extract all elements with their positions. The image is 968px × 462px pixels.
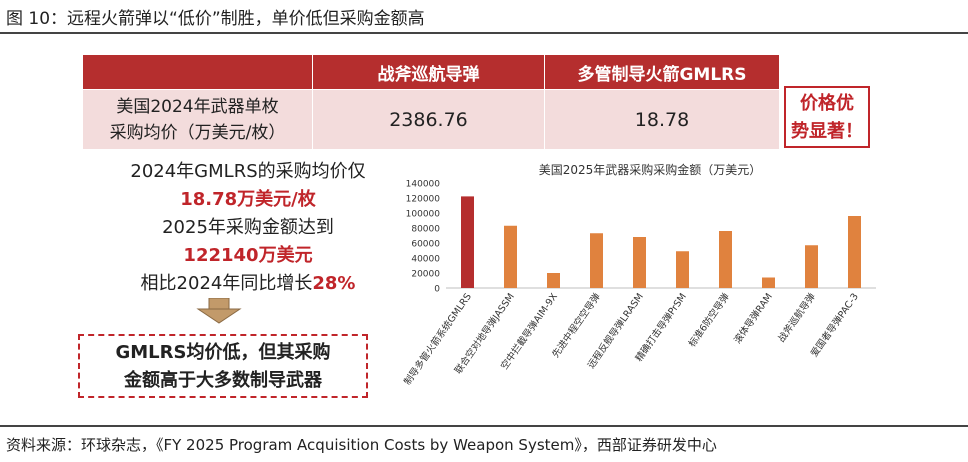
- y-tick-label: 20000: [411, 270, 440, 280]
- y-tick-label: 40000: [411, 255, 440, 265]
- y-tick-label: 140000: [406, 180, 441, 190]
- y-tick-label: 120000: [406, 195, 441, 205]
- bar: [848, 216, 861, 288]
- y-axis: 0 20000 40000 60000 80000 100000 120000 140000: [406, 180, 876, 295]
- conclusion-box: GMLRS均价低，但其采购 金额高于大多数制导武器: [78, 334, 368, 398]
- bars-group: [461, 196, 861, 288]
- bar: [762, 277, 775, 288]
- table-row-label: 美国2024年武器单枚 采购均价（万美元/枚）: [82, 89, 313, 150]
- summary-line3: 2025年采购金额达到: [162, 217, 334, 238]
- x-axis-labels: 制导多管火箭系统GMLRS联合空对地导弹JASSM空中拦截导弹AIM-9X先进中…: [401, 290, 861, 387]
- price-table: 战斧巡航导弹 多管制导火箭GMLRS 美国2024年武器单枚 采购均价（万美元/…: [82, 54, 780, 150]
- x-tick-label: 滚体导弹RAM: [731, 291, 775, 346]
- source-note: 资料来源：环球杂志，《FY 2025 Program Acquisition C…: [6, 436, 717, 454]
- table-header-blank: [82, 54, 313, 90]
- row-label-line2: 采购均价（万美元/枚）: [109, 122, 286, 143]
- procurement-bar-chart: 美国2025年武器采购采购金额（万美元） 0 20000 40000 60000 800…: [401, 162, 876, 387]
- bar: [633, 237, 646, 288]
- down-arrow-icon: [196, 298, 242, 324]
- y-tick-label: 100000: [406, 210, 441, 220]
- y-tick-label: 80000: [411, 225, 440, 235]
- summary-line1: 2024年GMLRS的采购均价仅: [130, 161, 366, 182]
- x-tick-label: 爱国者导弹PAC-3: [808, 291, 861, 359]
- conclusion-line1: GMLRS均价低，但其采购: [115, 342, 331, 363]
- table-header-tomahawk: 战斧巡航导弹: [312, 54, 545, 90]
- table-row: 美国2024年武器单枚 采购均价（万美元/枚） 2386.76 18.78: [82, 89, 780, 150]
- summary-line4: 122140万美元: [183, 245, 313, 266]
- bar: [719, 231, 732, 288]
- bar: [590, 233, 603, 288]
- bar: [547, 273, 560, 288]
- bar: [504, 225, 517, 288]
- callout-line2: 势显著！: [791, 121, 863, 142]
- summary-growth-value: 28%: [312, 273, 356, 294]
- table-value-tomahawk: 2386.76: [312, 89, 545, 150]
- x-tick-label: 标准6防空导弹: [686, 290, 732, 349]
- y-tick-label: 60000: [411, 240, 440, 250]
- bar: [461, 196, 474, 288]
- conclusion-line2: 金额高于大多数制导武器: [124, 370, 322, 391]
- row-label-line1: 美国2024年武器单枚: [116, 96, 279, 117]
- price-advantage-callout: 价格优 势显著！: [784, 86, 870, 148]
- bottom-divider: [0, 425, 968, 427]
- summary-line5-prefix: 相比2024年同比增长: [140, 273, 313, 294]
- summary-line5: 相比2024年同比增长28%: [78, 270, 418, 298]
- summary-line2: 18.78万美元/枚: [180, 189, 316, 210]
- x-tick-label: 战斧巡航导弹: [775, 290, 818, 344]
- bar: [676, 251, 689, 288]
- summary-text-block: 2024年GMLRS的采购均价仅 18.78万美元/枚 2025年采购金额达到 …: [78, 158, 418, 298]
- bar: [805, 245, 818, 288]
- figure-title: 图 10：远程火箭弹以“低价”制胜，单价低但采购金额高: [6, 9, 425, 29]
- y-tick-label: 0: [434, 285, 440, 295]
- table-header-row: 战斧巡航导弹 多管制导火箭GMLRS: [82, 54, 780, 90]
- callout-line1: 价格优: [800, 93, 854, 114]
- table-value-gmlrs: 18.78: [544, 89, 780, 150]
- chart-title: 美国2025年武器采购采购金额（万美元）: [539, 162, 762, 177]
- top-divider: [0, 32, 968, 34]
- table-header-gmlrs: 多管制导火箭GMLRS: [544, 54, 780, 90]
